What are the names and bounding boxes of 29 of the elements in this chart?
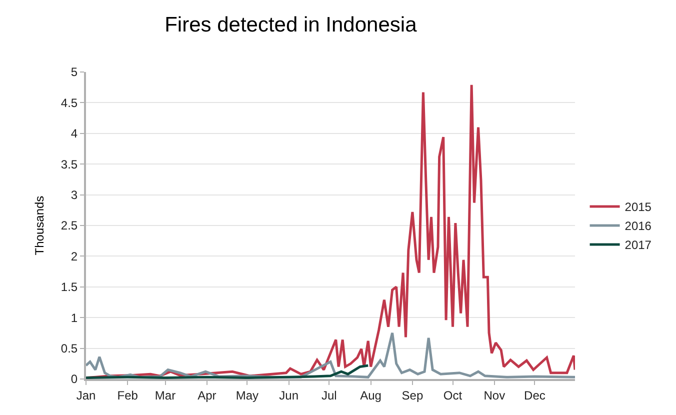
x-tick-label: Mar <box>154 388 176 402</box>
x-tick-label: Nov <box>484 388 506 402</box>
y-tick-label: 5 <box>70 65 78 80</box>
x-tick-label: May <box>236 388 259 402</box>
line-series <box>86 364 370 379</box>
y-tick-label: 4.5 <box>60 96 78 110</box>
x-tick-label: Dec <box>524 388 546 402</box>
legend-label: 2016 <box>624 219 652 234</box>
y-axis-title: Thousands <box>32 196 47 256</box>
y-tick-label: 0 <box>70 372 78 386</box>
y-tick-label: 2.5 <box>60 218 78 233</box>
legend-label: 2017 <box>624 238 652 252</box>
y-tick-label: 0.5 <box>60 342 78 356</box>
x-tick-label: Sep <box>402 388 424 402</box>
y-tick-label: 1 <box>70 310 78 325</box>
y-tick-label: 3.5 <box>60 157 78 172</box>
x-tick-label: Jul <box>321 388 337 402</box>
y-tick-label: 3 <box>70 188 78 202</box>
x-tick-label: Jun <box>279 388 299 402</box>
x-tick-label: Jan <box>76 388 96 402</box>
y-tick-label: 1.5 <box>60 280 78 294</box>
x-tick-label: Oct <box>443 388 463 402</box>
x-tick-label: Aug <box>360 388 382 402</box>
x-tick-label: Feb <box>117 388 138 402</box>
x-tick-label: Apr <box>198 388 216 402</box>
y-tick-label: 2 <box>70 249 78 264</box>
legend-label: 2015 <box>624 200 652 214</box>
y-tick-label: 4 <box>70 126 78 141</box>
chart-title: Fires detected in Indonesia <box>164 13 418 36</box>
